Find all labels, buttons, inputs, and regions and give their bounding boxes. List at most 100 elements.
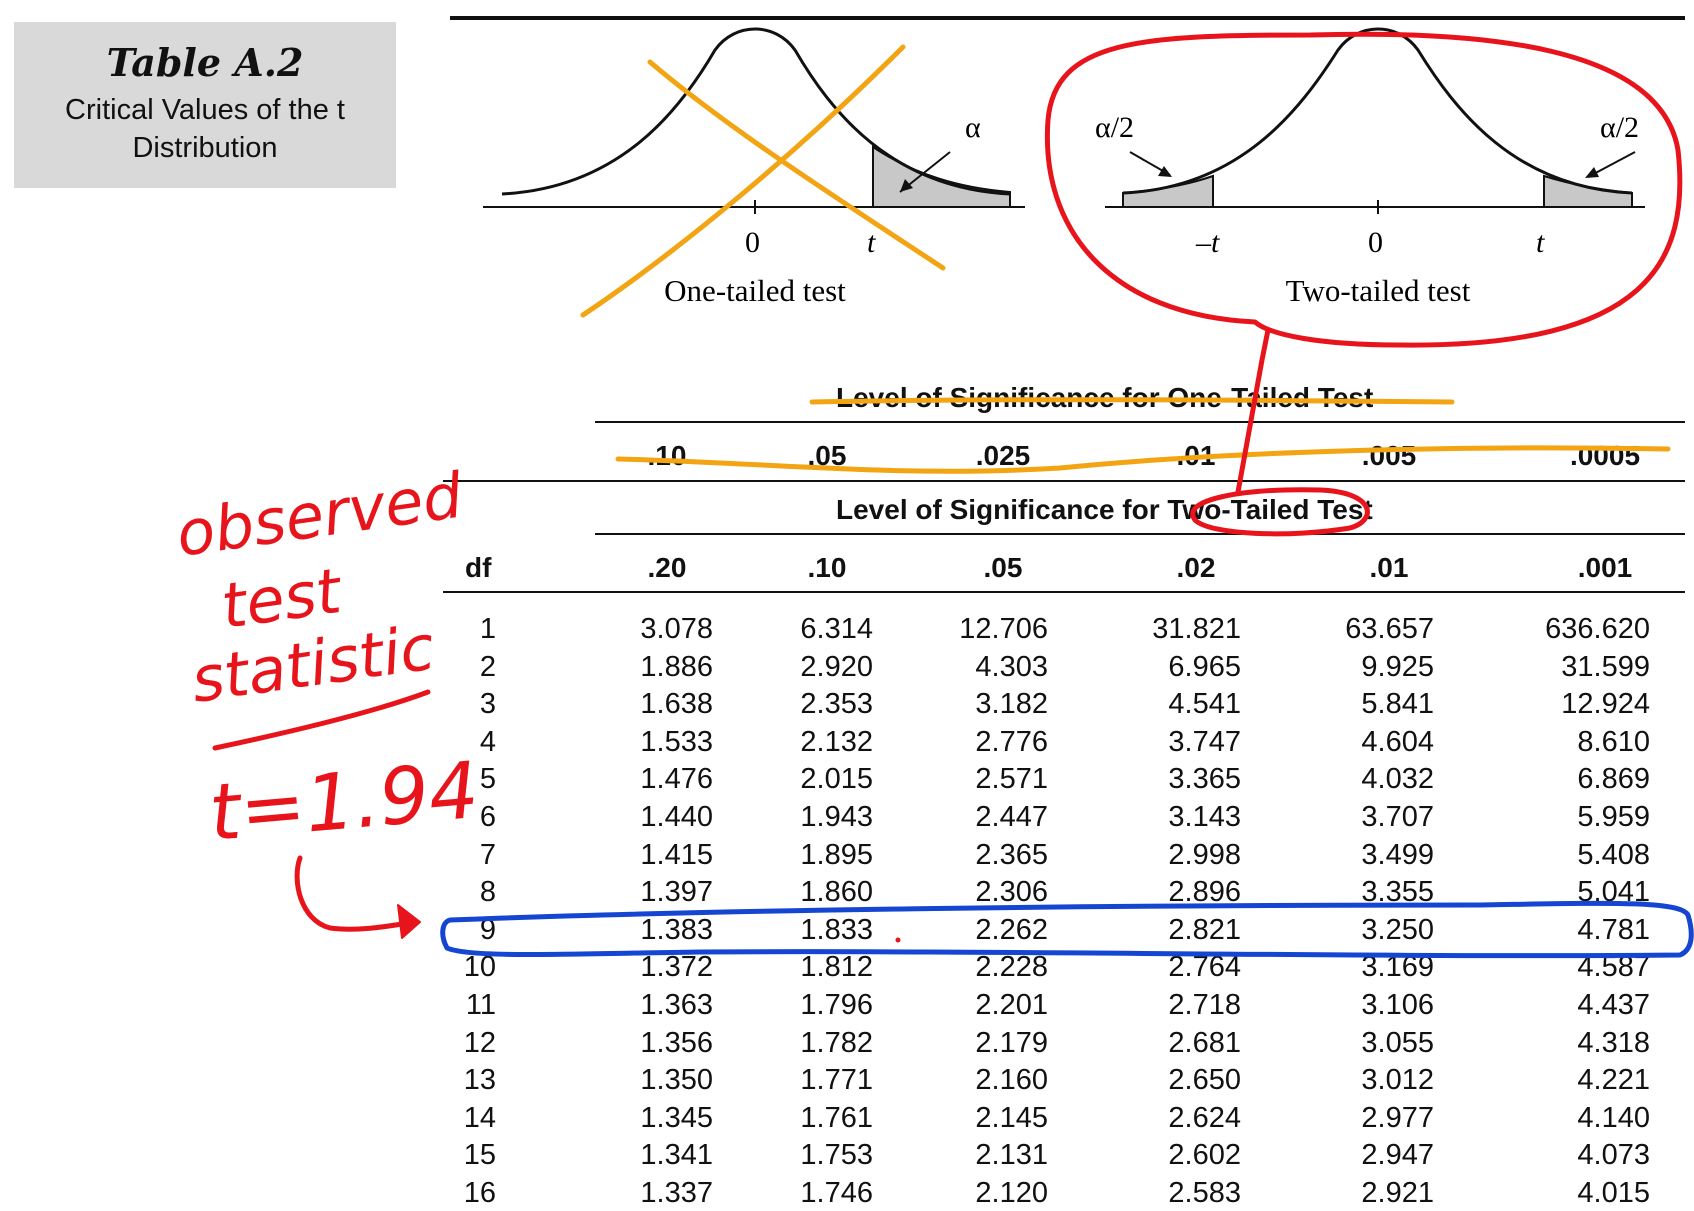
two-tailed-level-0: .20 <box>647 552 687 583</box>
value-cell: 1.383 <box>640 913 713 946</box>
red-dot <box>895 937 901 943</box>
value-cell: 4.015 <box>1577 1177 1650 1209</box>
df-cell: 8 <box>479 876 496 909</box>
value-cell: 12.924 <box>1561 688 1650 721</box>
df-cell: 4 <box>479 725 496 758</box>
one-tailed-level-0: .10 <box>647 440 687 471</box>
red-circle-two-tailed <box>1044 31 1683 348</box>
one-tailed-zero: 0 <box>745 226 760 259</box>
value-cell: 1.350 <box>640 1064 713 1097</box>
value-cell: 2.977 <box>1361 1101 1434 1134</box>
value-cell: 2.921 <box>1361 1177 1434 1209</box>
value-cell: 31.821 <box>1152 613 1241 645</box>
value-cell: 1.796 <box>800 989 873 1021</box>
value-cell: 2.179 <box>975 1026 1048 1059</box>
value-cell: 6.965 <box>1168 650 1241 683</box>
value-cell: 3.365 <box>1168 763 1241 796</box>
value-cell: 2.262 <box>975 913 1048 946</box>
note-t-value: t=1.94 <box>206 746 482 859</box>
two-tailed-caption: Two-tailed test <box>1286 273 1471 308</box>
value-cell: 1.415 <box>640 838 713 871</box>
value-cell: 2.947 <box>1361 1139 1434 1172</box>
two-tailed-level-2: .05 <box>983 552 1023 583</box>
value-cell: 2.160 <box>975 1064 1048 1097</box>
value-cell: 4.303 <box>975 650 1048 683</box>
top-rule <box>450 16 1685 20</box>
value-cell: 8.610 <box>1577 725 1650 758</box>
value-cell: 2.764 <box>1168 951 1241 984</box>
value-cell: 3.106 <box>1361 989 1434 1021</box>
red-arrow-shaft <box>294 855 418 932</box>
value-cell: 2.306 <box>975 876 1048 909</box>
orange-cross-stroke-1 <box>647 59 946 271</box>
value-cell: 1.833 <box>800 913 873 946</box>
red-underline <box>212 689 431 751</box>
df-cell: 2 <box>479 650 496 683</box>
df-cell: 10 <box>463 951 496 984</box>
value-cell: 636.620 <box>1545 613 1650 645</box>
value-cell: 4.140 <box>1577 1101 1650 1134</box>
note-observed: observed <box>172 458 467 570</box>
value-cell: 1.782 <box>800 1026 873 1059</box>
df-cell: 3 <box>479 688 496 721</box>
one-tailed-level-2: .025 <box>975 440 1031 471</box>
value-cell: 4.221 <box>1577 1064 1650 1097</box>
value-cell: 1.638 <box>640 688 713 721</box>
df-cell: 5 <box>479 763 496 796</box>
value-cell: 3.182 <box>975 688 1048 721</box>
value-cell: 1.337 <box>640 1177 713 1209</box>
value-cell: 3.055 <box>1361 1026 1434 1059</box>
two-tailed-alpha-left: α/2 <box>1095 111 1134 144</box>
one-tailed-rule <box>595 421 1685 423</box>
one-levels-rule <box>443 480 1685 482</box>
value-cell: 1.372 <box>640 951 713 984</box>
value-cell: 2.015 <box>800 763 873 796</box>
value-cell: 1.363 <box>640 989 713 1021</box>
two-tailed-rule <box>595 533 1685 535</box>
two-tailed-level-4: .01 <box>1369 552 1409 583</box>
df-cell: 15 <box>463 1139 496 1172</box>
value-cell: 4.604 <box>1361 725 1434 758</box>
value-cell: 2.145 <box>975 1101 1048 1134</box>
value-cell: 2.228 <box>975 951 1048 984</box>
red-connector <box>1235 327 1271 495</box>
value-cell: 2.602 <box>1168 1139 1241 1172</box>
two-tailed-header: Level of Significance for Two-Tailed Tes… <box>836 494 1373 525</box>
one-tailed-caption: One-tailed test <box>664 273 846 308</box>
df-cell: 1 <box>479 613 496 645</box>
value-cell: 9.925 <box>1361 650 1434 683</box>
two-tailed-diagram: α/2 α/2 –t 0 t Two-tailed test <box>1095 27 1645 308</box>
value-cell: 2.447 <box>975 801 1048 833</box>
value-cell: 1.533 <box>640 725 713 758</box>
value-cell: 1.356 <box>640 1026 713 1059</box>
value-cell: 3.499 <box>1361 838 1434 871</box>
two-tailed-curve <box>1122 27 1633 195</box>
value-cell: 2.120 <box>975 1177 1048 1209</box>
orange-strike-header <box>809 397 1455 405</box>
one-tailed-curve <box>501 27 1011 196</box>
one-tailed-level-5: .0005 <box>1569 440 1641 471</box>
table-subtitle: Critical Values of the t Distribution <box>65 94 345 164</box>
value-cell: 4.541 <box>1168 688 1241 721</box>
df-cell: 11 <box>465 989 496 1021</box>
df-cell: 14 <box>463 1101 496 1134</box>
value-cell: 4.437 <box>1577 989 1650 1021</box>
two-tailed-neg-t: –t <box>1195 226 1220 259</box>
value-cell: 2.583 <box>1168 1177 1241 1209</box>
df-cell: 9 <box>479 913 496 946</box>
value-cell: 5.959 <box>1577 801 1650 833</box>
value-cell: 2.998 <box>1168 838 1241 871</box>
value-cell: 2.718 <box>1168 989 1241 1021</box>
two-tailed-t: t <box>1536 226 1545 259</box>
value-cell: 2.650 <box>1168 1064 1241 1097</box>
two-tailed-level-1: .10 <box>807 552 847 583</box>
value-cell: 1.771 <box>800 1064 873 1097</box>
df-cell: 12 <box>463 1026 496 1059</box>
blue-row-highlight <box>440 900 1694 959</box>
value-cell: 2.681 <box>1168 1026 1241 1059</box>
value-cell: 1.397 <box>640 876 713 909</box>
value-cell: 4.318 <box>1577 1026 1650 1059</box>
value-cell: 1.746 <box>800 1177 873 1209</box>
value-cell: 3.707 <box>1361 801 1434 833</box>
